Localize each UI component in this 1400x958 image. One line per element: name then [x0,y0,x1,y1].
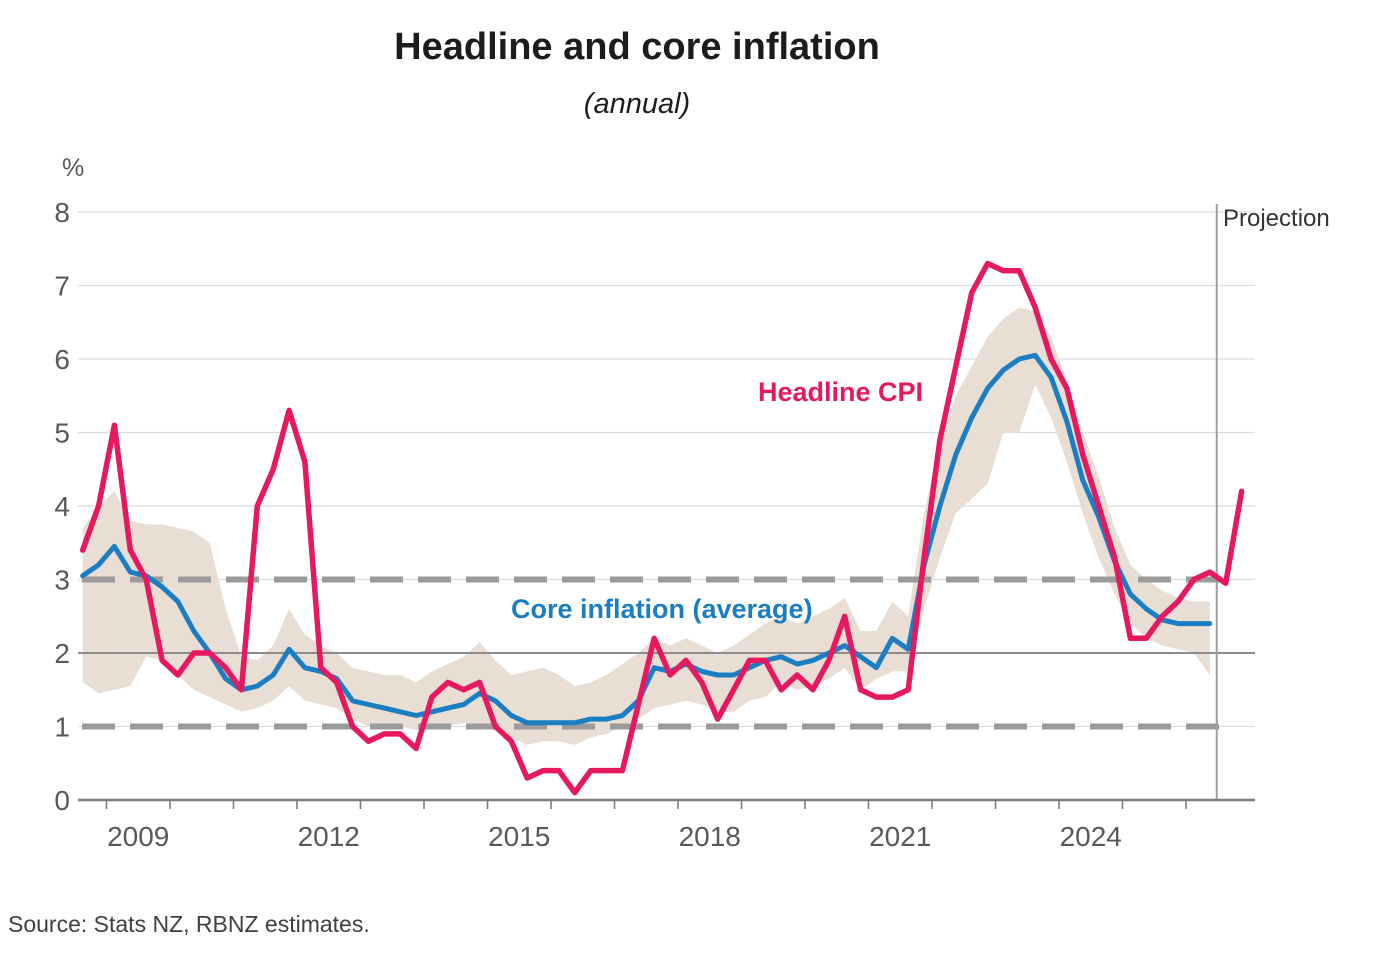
chart-subtitle: (annual) [583,88,691,120]
y-axis-tick-label: 1 [54,712,70,743]
x-axis-year-label: 2009 [107,821,169,852]
headline-cpi-line [79,260,1245,796]
y-axis-tick-label: 8 [54,197,70,228]
y-axis-tick-label: 6 [54,344,70,375]
y-axis-tick-label: 5 [54,418,70,449]
source-note: Source: Stats NZ, RBNZ estimates. [8,911,370,937]
projection-label: Projection [1223,205,1330,232]
core-range-band [82,307,1210,745]
y-axis-tick-label: 7 [54,271,70,302]
x-axis-year-label: 2024 [1060,821,1122,852]
core-inflation-line [80,352,1213,726]
x-axis-year-label: 2021 [869,821,931,852]
core-inflation-series-label: Core inflation (average) [511,594,813,624]
y-axis-tick-label: 4 [54,491,70,522]
chart-title: Headline and core inflation [394,26,880,68]
y-axis-unit-label: % [62,154,85,182]
x-axis-year-label: 2012 [298,821,360,852]
x-axis-year-label: 2018 [679,821,741,852]
headline-cpi-series-label: Headline CPI [758,377,924,407]
y-axis-tick-label: 3 [54,565,70,596]
y-axis-tick-label: 2 [54,638,70,669]
y-axis-tick-label: 0 [54,785,70,816]
x-axis-year-label: 2015 [488,821,550,852]
